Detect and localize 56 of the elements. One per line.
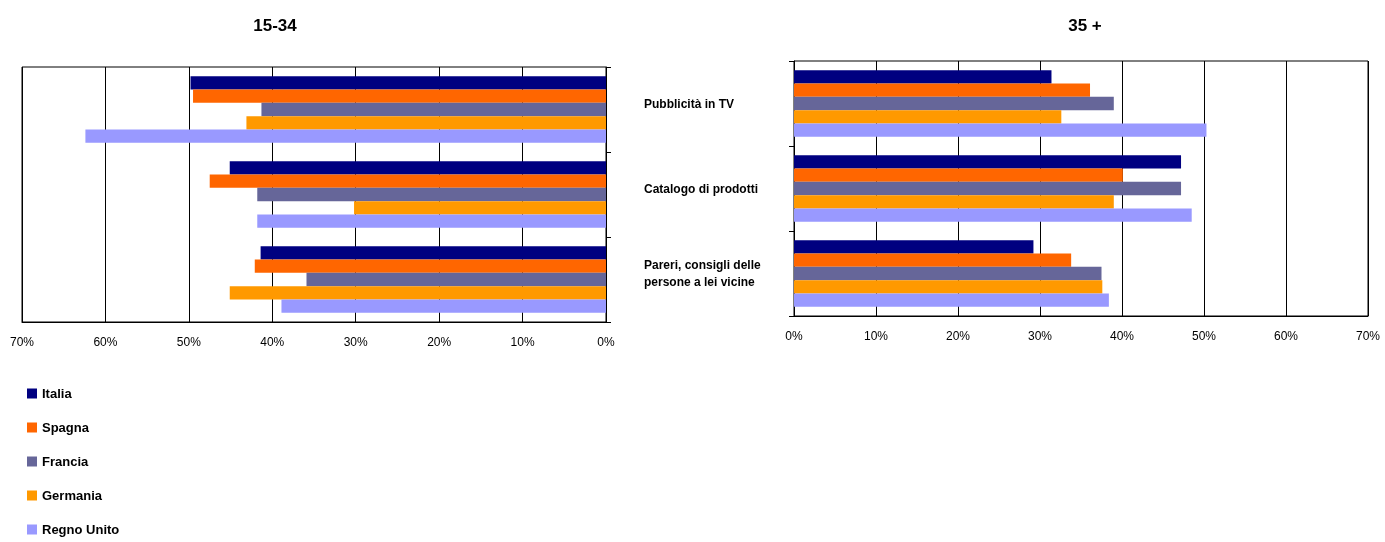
bar bbox=[261, 102, 606, 117]
x-tick-label: 10% bbox=[510, 335, 535, 349]
bar bbox=[794, 123, 1207, 137]
bar bbox=[794, 181, 1182, 196]
x-tick-label: 50% bbox=[1191, 329, 1217, 343]
x-tick-label: 40% bbox=[260, 335, 285, 349]
legend-label: Italia bbox=[42, 386, 73, 401]
bar bbox=[794, 96, 1114, 111]
bar bbox=[246, 116, 606, 130]
chart-title: 35 + bbox=[1068, 16, 1102, 35]
bar bbox=[257, 187, 606, 202]
x-tick-label: 20% bbox=[945, 329, 971, 343]
bar bbox=[229, 286, 606, 300]
legend-label: Francia bbox=[42, 454, 90, 469]
y-tick-label: Catalogo di prodotti bbox=[644, 181, 758, 196]
bar bbox=[260, 246, 606, 260]
bar bbox=[257, 214, 606, 228]
legend-label: Spagna bbox=[42, 420, 90, 435]
x-tick-label: 70% bbox=[1355, 329, 1381, 343]
bar bbox=[193, 89, 606, 103]
x-tick-label: 0% bbox=[785, 329, 803, 343]
bar bbox=[794, 83, 1091, 97]
x-tick-label: 20% bbox=[427, 335, 452, 349]
bar bbox=[354, 201, 606, 215]
legend-label: Regno Unito bbox=[42, 522, 120, 537]
bar bbox=[306, 272, 606, 287]
bar bbox=[794, 280, 1103, 294]
bar bbox=[254, 259, 606, 273]
bar bbox=[794, 208, 1192, 222]
bar bbox=[794, 110, 1062, 124]
bar bbox=[794, 293, 1109, 307]
bar bbox=[794, 253, 1072, 267]
bar bbox=[794, 168, 1123, 182]
bar bbox=[281, 299, 606, 313]
x-tick-label: 30% bbox=[1027, 329, 1053, 343]
y-tick-label: Pareri, consigli delle persone a lei vicine bbox=[644, 258, 765, 289]
bar bbox=[794, 240, 1034, 254]
x-tick-label: 60% bbox=[93, 335, 118, 349]
bar bbox=[85, 129, 606, 143]
bar bbox=[794, 155, 1182, 169]
bar bbox=[190, 76, 606, 90]
bar bbox=[794, 195, 1114, 209]
x-tick-label: 40% bbox=[1109, 329, 1135, 343]
y-tick-label: Pubblicità in TV bbox=[644, 96, 735, 111]
bar bbox=[229, 161, 606, 175]
legend-label: Germania bbox=[42, 488, 103, 503]
x-tick-label: 50% bbox=[176, 335, 202, 349]
chart-title: 15-34 bbox=[253, 16, 298, 35]
bar bbox=[794, 70, 1052, 84]
x-tick-label: 0% bbox=[597, 335, 615, 349]
bar bbox=[209, 174, 606, 188]
x-tick-label: 10% bbox=[863, 329, 889, 343]
x-tick-label: 70% bbox=[9, 335, 35, 349]
x-tick-label: 30% bbox=[343, 335, 369, 349]
bar bbox=[794, 266, 1102, 281]
x-tick-label: 60% bbox=[1273, 329, 1299, 343]
